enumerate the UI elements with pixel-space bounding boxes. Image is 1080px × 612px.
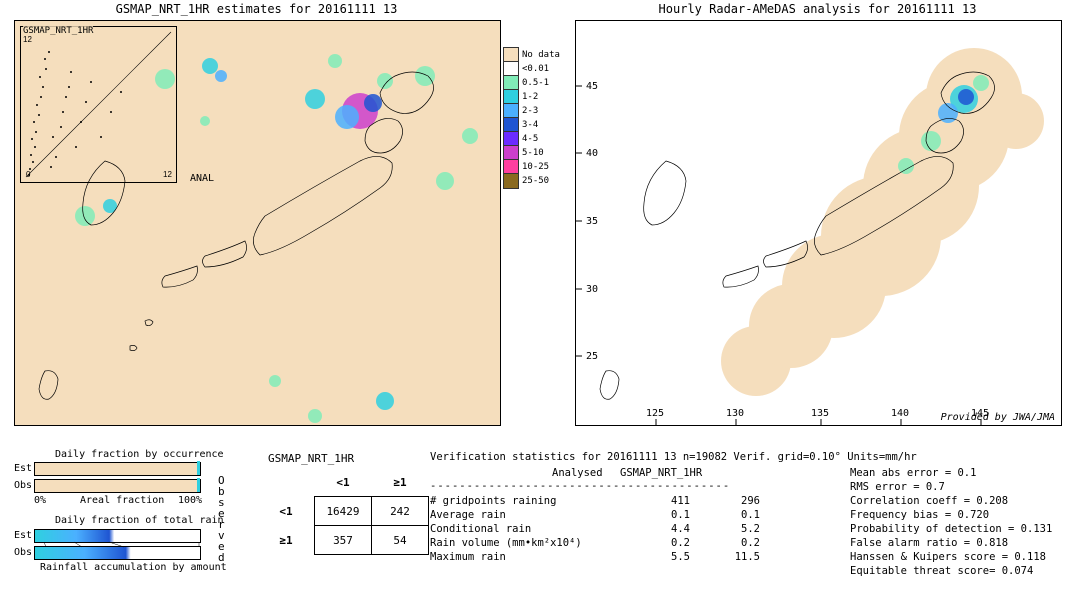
- stat-row: Rain volume (mm•km²x10⁴)0.20.2: [430, 536, 760, 550]
- ct-col1: <1: [315, 468, 372, 497]
- svg-text:130: 130: [726, 408, 744, 419]
- svg-text:45: 45: [586, 81, 598, 92]
- ct-11: 54: [372, 526, 429, 555]
- legend-item: 10-25: [503, 160, 560, 174]
- legend-item: 5-10: [503, 146, 560, 160]
- est-occ-tip: [197, 461, 200, 475]
- stat-row: Maximum rain5.511.5: [430, 550, 760, 564]
- obs-label-1: Obs: [14, 480, 32, 491]
- ctable-title: GSMAP_NRT_1HR: [268, 452, 354, 465]
- ct-row1: <1: [258, 497, 315, 526]
- stat-metric: Correlation coeff = 0.208: [850, 494, 1052, 508]
- svg-text:12: 12: [163, 170, 172, 179]
- inset-box: GSMAP_NRT_1HR 0 12 12: [20, 26, 177, 183]
- obs-label-2: Obs: [14, 547, 32, 558]
- inset-scatter: 0 12 12: [21, 27, 176, 182]
- stat-row: # gridpoints raining411296: [430, 494, 760, 508]
- svg-text:0: 0: [26, 170, 31, 179]
- left-map: GSMAP_NRT_1HR 0 12 12 ANAL: [14, 20, 501, 426]
- left-map-title: GSMAP_NRT_1HR estimates for 20161111 13: [14, 2, 499, 16]
- svg-text:125: 125: [646, 408, 664, 419]
- legend-item: No data: [503, 48, 560, 62]
- ct-00: 16429: [315, 497, 372, 526]
- xright-1: 100%: [178, 495, 202, 506]
- right-map: 125130 135140145 2530 354045 Provided by…: [575, 20, 1062, 426]
- ct-10: 357: [315, 526, 372, 555]
- svg-text:135: 135: [811, 408, 829, 419]
- stat-metric: Probability of detection = 0.131: [850, 522, 1052, 536]
- color-legend: No data<0.010.5-11-22-33-44-55-1010-2525…: [503, 48, 560, 188]
- svg-text:140: 140: [891, 408, 909, 419]
- right-coastlines: 125130 135140145 2530 354045: [576, 21, 1061, 425]
- xmid-1: Areal fraction: [80, 495, 164, 506]
- ct-01: 242: [372, 497, 429, 526]
- stat-metric: Equitable threat score= 0.074: [850, 564, 1052, 578]
- est-label-2: Est: [14, 530, 32, 541]
- stat-metrics: Mean abs error = 0.1RMS error = 0.7Corre…: [850, 466, 1052, 578]
- legend-item: 4-5: [503, 132, 560, 146]
- inset-label: GSMAP_NRT_1HR: [23, 26, 93, 36]
- est-occ-bar: [34, 462, 201, 476]
- stat-row: Average rain0.10.1: [430, 508, 760, 522]
- ct-row2: ≥1: [258, 526, 315, 555]
- stat-row: Conditional rain4.45.2: [430, 522, 760, 536]
- stat-rows: # gridpoints raining411296Average rain0.…: [430, 494, 760, 564]
- legend-item: 25-50: [503, 174, 560, 188]
- obs-occ-bar: [34, 479, 201, 493]
- xleft-1: 0%: [34, 495, 46, 506]
- col-gsmap: GSMAP_NRT_1HR: [620, 466, 702, 480]
- stat-metric: Hanssen & Kuipers score = 0.118: [850, 550, 1052, 564]
- svg-text:12: 12: [23, 35, 32, 44]
- right-map-title: Hourly Radar-AMeDAS analysis for 2016111…: [575, 2, 1060, 16]
- legend-item: 1-2: [503, 90, 560, 104]
- anal-label: ANAL: [190, 173, 214, 184]
- frac-amount-title: Rainfall accumulation by amount: [40, 562, 227, 573]
- frac-occ-title: Daily fraction by occurrence: [55, 449, 224, 460]
- legend-item: 3-4: [503, 118, 560, 132]
- contingency-table: <1 ≥1 <1 16429 242 ≥1 357 54: [258, 468, 429, 555]
- col-analysed: Analysed: [552, 466, 603, 480]
- frac-rain-title: Daily fraction of total rain: [55, 515, 224, 526]
- stat-metric: Mean abs error = 0.1: [850, 466, 1052, 480]
- svg-text:40: 40: [586, 148, 598, 159]
- legend-item: 0.5-1: [503, 76, 560, 90]
- stat-metric: False alarm ratio = 0.818: [850, 536, 1052, 550]
- obs-occ-tip: [197, 478, 200, 492]
- ct-col2: ≥1: [372, 468, 429, 497]
- stats-dash: ----------------------------------------…: [430, 479, 730, 493]
- stat-metric: RMS error = 0.7: [850, 480, 1052, 494]
- svg-text:30: 30: [586, 284, 598, 295]
- stat-metric: Frequency bias = 0.720: [850, 508, 1052, 522]
- legend-item: 2-3: [503, 104, 560, 118]
- svg-text:25: 25: [586, 351, 598, 362]
- observed-label: Observed: [218, 475, 228, 563]
- est-label-1: Est: [14, 463, 32, 474]
- legend-item: <0.01: [503, 62, 560, 76]
- provided-by: Provided by JWA/JMA: [941, 412, 1055, 423]
- svg-text:35: 35: [586, 216, 598, 227]
- stats-header: Verification statistics for 20161111 13 …: [430, 450, 917, 464]
- link-lines: [34, 529, 201, 561]
